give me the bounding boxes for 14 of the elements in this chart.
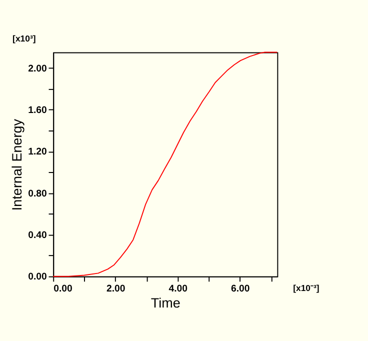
x-axis-title: Time [150,296,180,311]
y-axis-title: Internal Energy [9,118,24,211]
text: [x10⁻³] [293,282,320,293]
text: [x10³] [12,34,36,44]
x-tick-label: 2.00 [106,283,126,294]
x-tick-label: 4.00 [168,283,188,294]
text: 0.00 [28,272,47,283]
x-tick-label: 6.00 [230,283,250,294]
y-tick-label: 1.60 [28,104,47,116]
y-tick-label: 2.00 [28,63,47,74]
y-tick-label: 1.20 [28,146,47,158]
y-tick-label: 0.80 [28,188,47,200]
text: 0.00 [54,283,72,294]
y-tick-label: 0.40 [28,230,47,242]
